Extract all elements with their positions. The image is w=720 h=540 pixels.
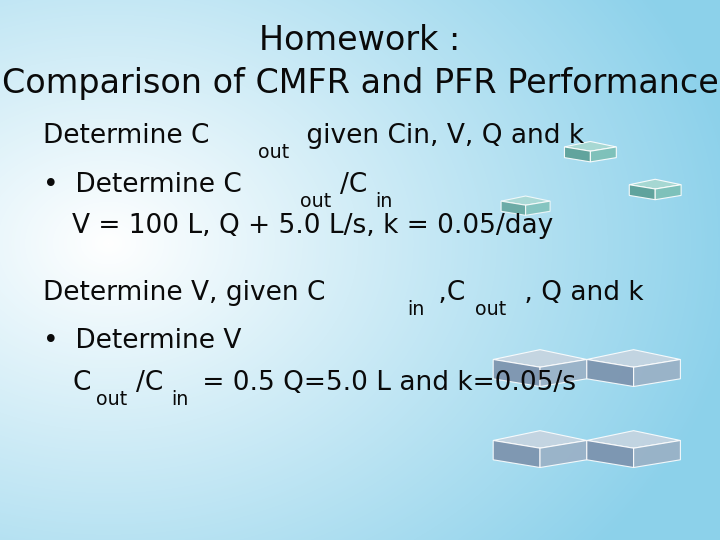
Text: C: C [72,370,91,396]
Text: out: out [475,300,507,319]
Polygon shape [493,431,587,448]
Polygon shape [655,185,681,200]
Polygon shape [629,179,681,189]
Polygon shape [493,350,587,367]
Polygon shape [587,360,634,387]
Text: out: out [300,192,331,211]
Text: V = 100 L, Q + 5.0 L/s, k = 0.05/day: V = 100 L, Q + 5.0 L/s, k = 0.05/day [72,213,553,239]
Text: /C: /C [136,370,163,396]
Text: Homework :: Homework : [259,24,461,57]
Text: in: in [408,300,425,319]
Polygon shape [493,360,540,387]
Text: /C: /C [340,172,367,198]
Polygon shape [540,441,587,468]
Text: •  Determine C: • Determine C [43,172,242,198]
Text: in: in [171,390,189,409]
Polygon shape [587,431,680,448]
Polygon shape [629,185,655,200]
Polygon shape [634,441,680,468]
Text: out: out [96,390,127,409]
Polygon shape [587,441,634,468]
Text: given Cin, V, Q and k: given Cin, V, Q and k [298,123,585,149]
Text: Determine V, given C: Determine V, given C [43,280,325,306]
Polygon shape [526,201,550,215]
Polygon shape [634,360,680,387]
Text: ,C: ,C [430,280,465,306]
Polygon shape [501,196,550,205]
Polygon shape [493,441,540,468]
Polygon shape [564,147,590,162]
Polygon shape [564,141,616,151]
Text: , Q and k: , Q and k [516,280,644,306]
Text: Determine C: Determine C [43,123,210,149]
Text: out: out [258,143,289,162]
Text: in: in [375,192,392,211]
Polygon shape [501,201,526,215]
Text: •  Determine V: • Determine V [43,328,242,354]
Polygon shape [587,350,680,367]
Text: = 0.5 Q=5.0 L and k=0.05/s: = 0.5 Q=5.0 L and k=0.05/s [194,370,575,396]
Text: Comparison of CMFR and PFR Performance: Comparison of CMFR and PFR Performance [1,68,719,100]
Polygon shape [590,147,616,162]
Polygon shape [540,360,587,387]
